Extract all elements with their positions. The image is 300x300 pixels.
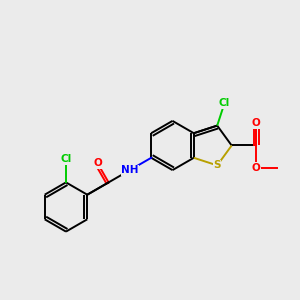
Text: NH: NH — [121, 165, 139, 175]
Text: O: O — [252, 118, 261, 128]
Text: Cl: Cl — [219, 98, 230, 108]
Text: O: O — [252, 163, 261, 172]
Text: S: S — [214, 160, 221, 170]
Text: O: O — [93, 158, 102, 168]
Text: Cl: Cl — [60, 154, 72, 164]
